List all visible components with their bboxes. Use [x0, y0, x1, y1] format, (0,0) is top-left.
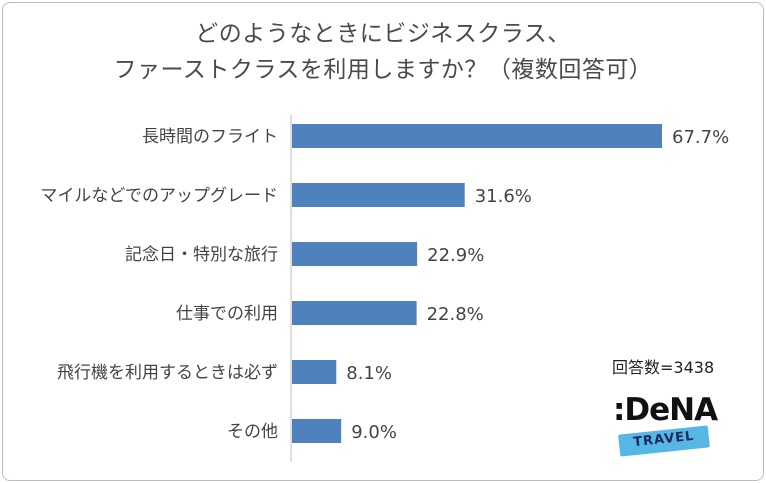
logo-band: TRAVEL [618, 425, 710, 457]
value-label-1: 31.6% [475, 186, 532, 207]
chart-title-line1: どのようなときにビジネスクラス、 [195, 21, 571, 47]
bar-4 [292, 360, 337, 384]
bar-5 [292, 419, 342, 443]
category-label-0: 長時間のフライト [142, 127, 278, 147]
bar-0 [292, 124, 662, 148]
bar-1 [292, 183, 465, 207]
value-label-3: 22.8% [427, 304, 484, 325]
value-label-0: 67.7% [672, 127, 729, 148]
category-label-1: マイルなどでのアップグレード [40, 186, 278, 206]
bar-2 [292, 242, 418, 266]
value-label-2: 22.9% [427, 245, 484, 266]
dena-travel-logo: :DeNA TRAVEL [607, 392, 718, 462]
category-label-2: 記念日・特別な旅行 [125, 244, 278, 265]
category-label-5: その他 [227, 422, 278, 442]
response-count: 回答数=3438 [612, 358, 715, 377]
category-label-4: 飛行機を利用するときは必ず [57, 363, 278, 383]
value-label-4: 8.1% [346, 363, 392, 384]
logo-wordmark: :DeNA [613, 392, 718, 428]
category-label-3: 仕事での利用 [176, 304, 278, 324]
chart-title-line2: ファーストクラスを利用しますか？（複数回答可） [113, 57, 653, 83]
logo-subtitle: TRAVEL [632, 428, 696, 451]
bar-3 [292, 301, 417, 325]
value-label-5: 9.0% [351, 422, 397, 443]
